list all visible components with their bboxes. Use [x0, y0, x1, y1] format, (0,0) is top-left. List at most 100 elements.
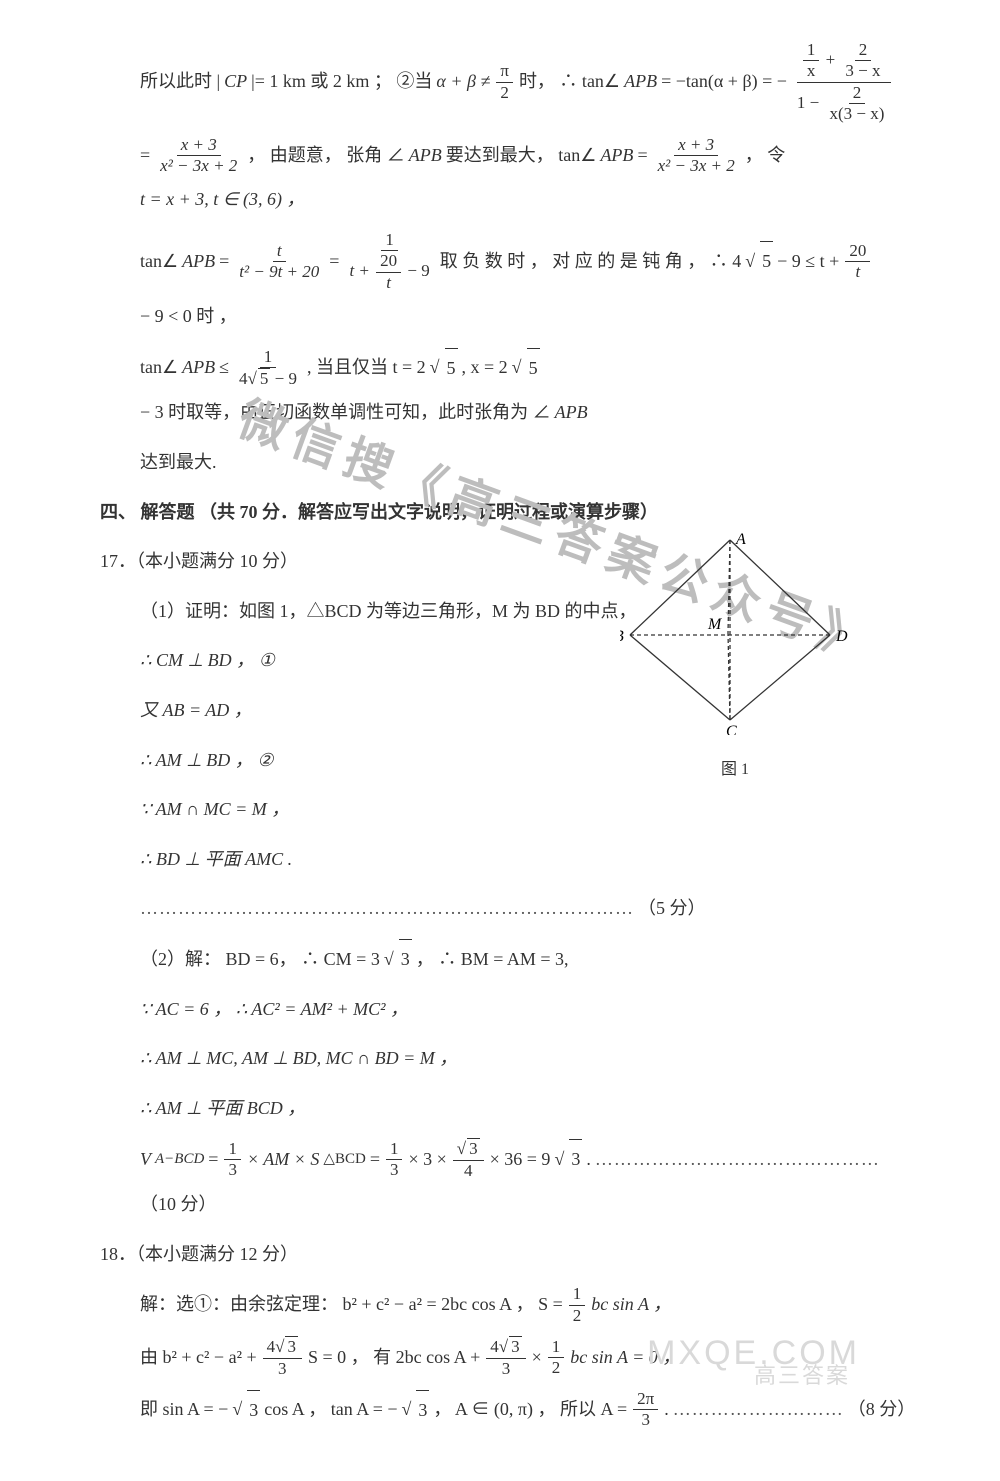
var: APB	[409, 136, 442, 176]
d: 4	[460, 1161, 477, 1181]
q18-head: 18．（本小题满分 12 分）	[100, 1235, 940, 1275]
inner: 23 − x	[841, 40, 884, 82]
t: − 9	[407, 261, 429, 280]
q17-l11: VA−BCD = 13 × AM × S△BCD = 13 × 3 × √34 …	[140, 1138, 940, 1224]
text: |= 1 km 或 2 km ； ②当	[251, 62, 432, 102]
section-4-title: 四、 解答题 （共 70 分．解答应写出文字说明，证明过程或演算步骤）	[100, 493, 940, 533]
d: t	[851, 262, 864, 282]
q18-l3: 即 sin A = −√3 cos A ， tan A = −√3 ， A ∈ …	[140, 1389, 940, 1431]
d: 2	[548, 1358, 565, 1378]
d: x	[803, 61, 820, 81]
d: x² − 3x + 2	[654, 156, 739, 176]
n: x + 3	[177, 135, 221, 156]
s: 3	[467, 1138, 480, 1159]
figure-1: ABDCM 图 1	[620, 530, 850, 787]
text: t = x + 3, t ∈ (3, 6) ，	[140, 180, 304, 220]
inner: 2x(3 − x)	[826, 83, 889, 125]
q17-l6: ∴ BD ⊥ 平面 AMC .	[140, 840, 940, 880]
text: × AM × S	[247, 1140, 319, 1180]
q18-l1: 解：选①：由余弦定理： b² + c² − a² = 2bc cos A ， S…	[140, 1284, 940, 1326]
frac: √34	[453, 1138, 484, 1181]
text: ， 令	[745, 136, 786, 176]
d: 3 − x	[841, 61, 884, 81]
var: APB	[600, 136, 633, 176]
t: − 9	[270, 369, 297, 388]
text: ， A ∈ (0, π) ， 所以 A =	[433, 1390, 627, 1430]
text: 解：选①：由余弦定理： b² + c² − a² = 2bc cos A ， S…	[140, 1285, 563, 1325]
q16-line5: 达到最大.	[140, 443, 940, 483]
d: 3	[498, 1359, 515, 1379]
text: =	[637, 136, 647, 176]
n: 2	[849, 83, 866, 104]
plus: +	[826, 50, 840, 69]
sqrt: 5	[760, 241, 773, 282]
sub: A−BCD	[155, 1143, 204, 1176]
text: cos A ， tan A = −	[264, 1390, 397, 1430]
q16-line3: tan∠ APB = tt² − 9t + 20 = 1 t + 20t − 9…	[140, 230, 940, 337]
q17-l8: ∵ AC = 6 ， ∴ AC² = AM² + MC² ，	[140, 990, 940, 1030]
d: 3	[637, 1410, 654, 1430]
s: 3	[285, 1336, 298, 1357]
n: 2	[855, 40, 872, 61]
frac: 12	[569, 1284, 586, 1326]
frac: 13	[386, 1139, 403, 1181]
sqrt: 3	[569, 1139, 582, 1180]
n: 20	[376, 251, 401, 272]
frac: 1 t + 20t − 9	[345, 230, 433, 293]
n: t	[273, 241, 286, 262]
frac: 1 4√5 − 9	[235, 347, 301, 390]
d: 3	[386, 1160, 403, 1180]
var-CP: CP	[224, 62, 247, 102]
text: =	[329, 242, 339, 282]
tetrahedron-svg: ABDCM	[620, 530, 850, 735]
text: =	[370, 1140, 380, 1180]
text: ， ∴ BM = AM = 3,	[416, 940, 569, 980]
svg-text:B: B	[620, 628, 624, 645]
q17-score1: …………………………………………………………………… （5 分）	[140, 889, 940, 929]
t: t +	[349, 261, 374, 280]
den: 1 − 2x(3 − x)	[793, 83, 895, 125]
text: − 9 ≤ t +	[777, 242, 839, 282]
frac: x + 3x² − 3x + 2	[654, 135, 739, 177]
dots: ………………………	[673, 1390, 844, 1430]
var: APB	[182, 348, 215, 388]
n: √3	[453, 1138, 484, 1160]
s: 3	[509, 1336, 522, 1357]
text: 时， ∴ tan∠	[519, 62, 620, 102]
num: 1x + 23 − x	[797, 40, 891, 83]
text: bc sin A = 0 ，	[570, 1338, 680, 1378]
big-frac: 1x + 23 − x 1 − 2x(3 − x)	[793, 40, 895, 125]
n: 20	[845, 241, 870, 262]
n: 1	[260, 347, 277, 368]
t: 4	[490, 1337, 499, 1356]
inner: 1x	[803, 40, 820, 82]
frac: 4√33	[486, 1336, 525, 1379]
frac: 20t	[845, 241, 870, 283]
d: 4√5 − 9	[235, 368, 301, 389]
frac: 13	[224, 1139, 241, 1181]
var: APB	[555, 393, 588, 433]
text: 由 b² + c² − a² +	[140, 1338, 257, 1378]
text: − 9 < 0 时 ，	[140, 297, 237, 337]
n: 1	[381, 230, 398, 251]
d: 3	[224, 1160, 241, 1180]
text: − 3 时取等，由正切函数单调性可知，此时张角为 ∠	[140, 393, 551, 433]
svg-text:A: A	[735, 531, 746, 548]
text: , x = 2	[462, 348, 508, 388]
text: 要达到最大， tan∠	[446, 136, 597, 176]
d: t + 20t − 9	[345, 251, 433, 293]
frac: tt² − 9t + 20	[235, 241, 323, 283]
d: 2	[569, 1306, 586, 1326]
text: .	[586, 1140, 591, 1180]
sqrt: 3	[247, 1390, 260, 1431]
text: =	[140, 136, 150, 176]
text: 所以此时 |	[140, 62, 220, 102]
text: tan∠	[140, 348, 178, 388]
sqrt: 3	[416, 1390, 429, 1431]
text: = −tan(α + β) = −	[661, 62, 787, 102]
text: V	[140, 1140, 151, 1180]
n: 4√3	[263, 1336, 302, 1358]
d: x(3 − x)	[826, 104, 889, 124]
svg-text:C: C	[726, 723, 737, 735]
svg-text:M: M	[707, 616, 723, 633]
